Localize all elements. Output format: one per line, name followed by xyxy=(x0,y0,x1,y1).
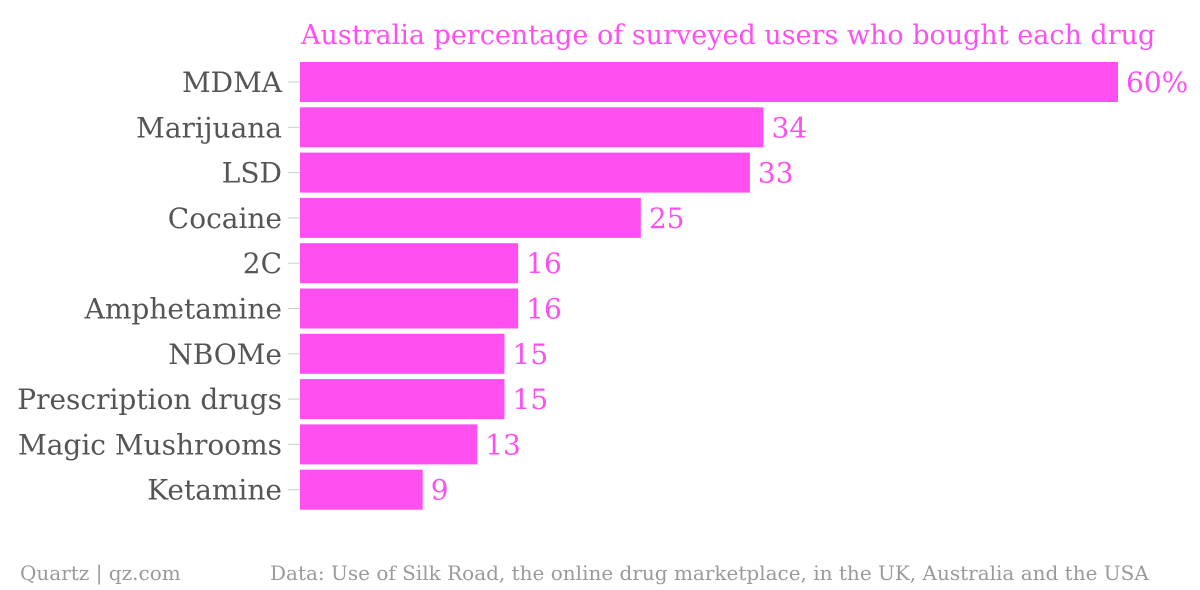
bar xyxy=(300,62,1118,102)
bar xyxy=(300,107,764,148)
value-label: 9 xyxy=(431,474,449,507)
bar xyxy=(300,379,505,420)
category-label: LSD xyxy=(222,157,282,190)
category-label: NBOMe xyxy=(168,338,282,371)
bar xyxy=(300,424,478,465)
value-label: 16 xyxy=(526,247,562,280)
value-label: 16 xyxy=(526,293,562,326)
bar xyxy=(300,333,505,374)
value-label: 34 xyxy=(772,111,808,144)
category-label: Magic Mushrooms xyxy=(18,428,282,461)
source-credit: Quartz | qz.com xyxy=(20,561,181,585)
value-label: 25 xyxy=(649,202,685,235)
chart-title: Australia percentage of surveyed users w… xyxy=(300,20,1155,51)
value-label: 15 xyxy=(513,338,549,371)
bar xyxy=(300,152,750,193)
category-label: 2C xyxy=(243,247,282,280)
category-label: Ketamine xyxy=(147,474,282,507)
bars-group: MDMA 60% Marijuana 34 LSD 33 Cocaine 25 2C 16 Amph… xyxy=(17,62,1188,510)
value-label: 60% xyxy=(1126,66,1188,99)
bar xyxy=(300,288,519,329)
data-source: Data: Use of Silk Road, the online drug … xyxy=(270,561,1149,585)
category-label: Marijuana xyxy=(136,111,282,144)
bar xyxy=(300,197,641,238)
bar xyxy=(300,469,423,510)
category-label: Prescription drugs xyxy=(17,383,282,416)
category-label: Cocaine xyxy=(168,202,282,235)
category-label: MDMA xyxy=(182,66,283,99)
value-label: 33 xyxy=(758,157,794,190)
category-label: Amphetamine xyxy=(84,293,282,326)
value-label: 15 xyxy=(513,383,549,416)
bar xyxy=(300,243,519,284)
value-label: 13 xyxy=(485,428,521,461)
